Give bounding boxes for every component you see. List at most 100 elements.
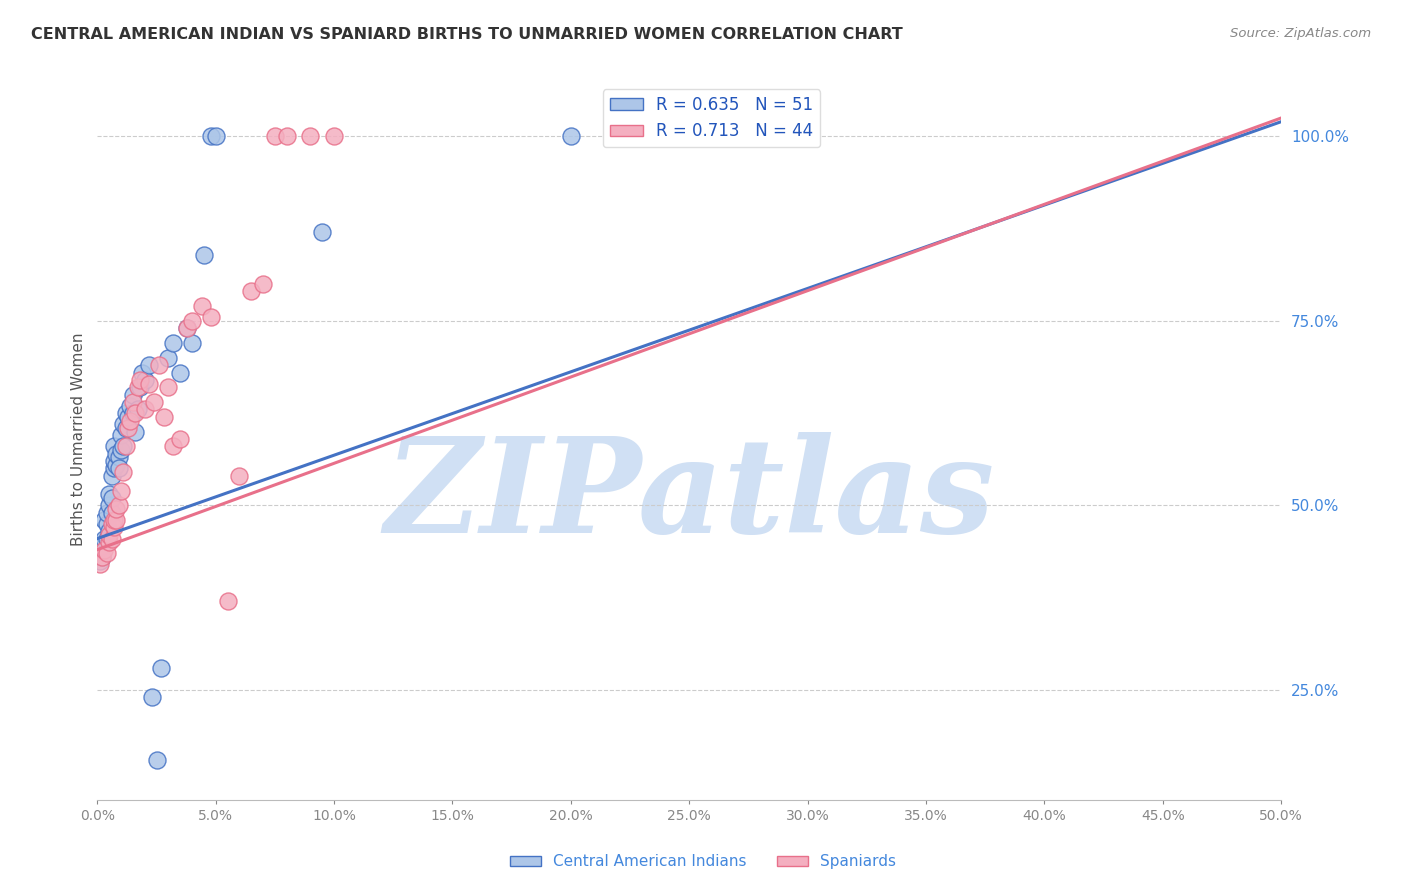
Point [204,129,226,144]
Point [96,506,118,520]
Text: CENTRAL AMERICAN INDIAN VS SPANIARD BIRTHS TO UNMARRIED WOMEN CORRELATION CHART: CENTRAL AMERICAN INDIAN VS SPANIARD BIRT… [31,27,903,42]
Point [228,468,250,483]
Point [193,247,215,261]
Point [96,516,118,531]
Point [107,461,129,475]
Point [117,409,139,424]
Point [162,439,184,453]
Point [631,129,654,144]
Point [323,129,346,144]
Point [560,129,582,144]
Point [100,506,122,520]
Point [121,387,143,401]
Point [121,406,143,420]
Point [103,461,125,475]
Point [143,395,166,409]
Point [129,380,152,394]
Point [112,465,135,479]
Point [103,520,125,534]
Point [311,226,333,240]
Point [105,502,128,516]
Point [138,358,160,372]
Point [264,129,287,144]
Legend: Central American Indians, Spaniards: Central American Indians, Spaniards [505,848,901,875]
Point [103,439,125,453]
Point [157,351,180,365]
Point [93,542,115,557]
Point [148,358,170,372]
Point [176,321,198,335]
Point [124,425,146,439]
Point [121,395,143,409]
Point [110,442,132,457]
Point [162,336,184,351]
Point [134,402,156,417]
Point [129,373,152,387]
Point [98,528,121,542]
Point [114,421,136,435]
Point [127,402,149,417]
Point [150,660,173,674]
Text: ZIPatlas: ZIPatlas [384,433,994,561]
Point [105,458,128,472]
Point [100,532,122,546]
Point [110,428,132,442]
Point [181,336,204,351]
Point [96,546,118,560]
Point [200,310,222,325]
Point [120,399,142,413]
Point [96,532,118,546]
Point [110,483,132,498]
Point [105,513,128,527]
Point [93,513,115,527]
Point [112,439,135,453]
Point [276,129,298,144]
Point [117,421,139,435]
Point [98,524,121,538]
Point [100,491,122,505]
Point [190,299,212,313]
Point [152,409,174,424]
Point [114,406,136,420]
Point [120,413,142,427]
Point [107,450,129,465]
Point [114,439,136,453]
Point [176,321,198,335]
Point [138,376,160,391]
Point [100,516,122,531]
Point [91,539,114,553]
Point [134,373,156,387]
Point [100,468,122,483]
Point [89,554,111,568]
Y-axis label: Births to Unmarried Women: Births to Unmarried Women [72,332,86,546]
Text: Source: ZipAtlas.com: Source: ZipAtlas.com [1230,27,1371,40]
Point [98,499,121,513]
Point [91,549,114,564]
Point [157,380,180,394]
Point [181,314,204,328]
Point [103,454,125,468]
Point [169,366,191,380]
Point [105,447,128,461]
Point [91,549,114,564]
Point [200,129,222,144]
Point [217,594,239,608]
Point [240,285,263,299]
Point [112,417,135,432]
Point [145,753,167,767]
Point [169,432,191,446]
Point [299,129,322,144]
Point [702,129,724,144]
Point [107,499,129,513]
Point [127,380,149,394]
Point [98,535,121,549]
Point [131,366,153,380]
Point [124,406,146,420]
Point [141,690,163,705]
Point [252,277,274,291]
Point [631,129,654,144]
Point [103,513,125,527]
Point [98,487,121,501]
Point [93,532,115,546]
Point [89,558,111,572]
